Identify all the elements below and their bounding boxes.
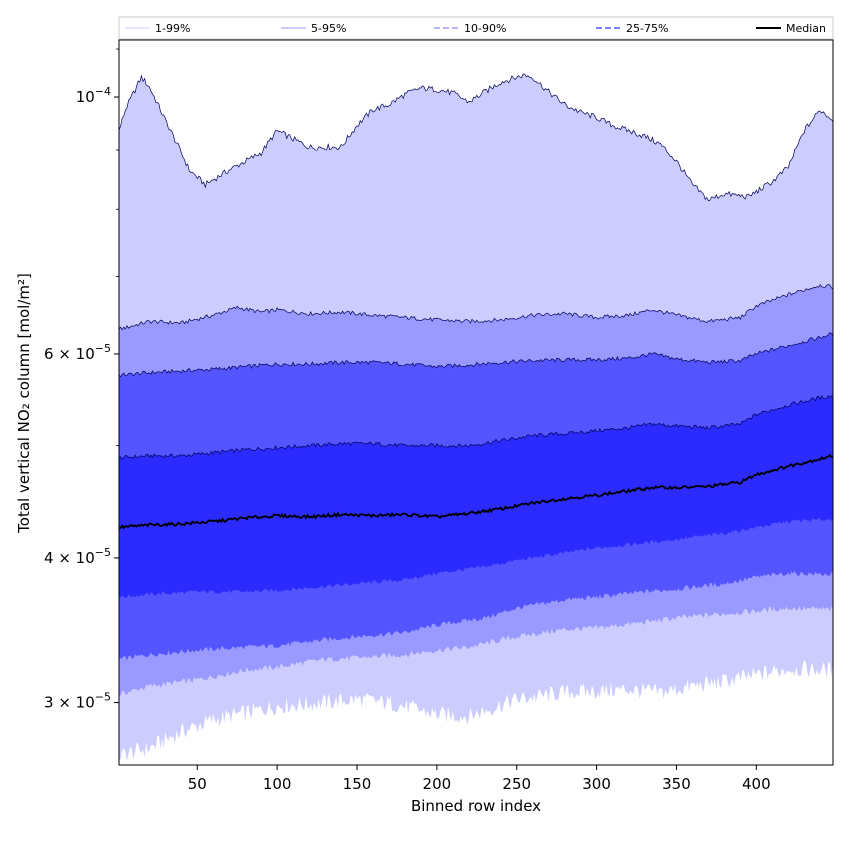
y-axis: 3 × 10−5 4 × 10−5 6 × 10−5 10−4: [44, 48, 119, 712]
x-tick-label: 50: [188, 775, 207, 793]
plot-frame: [118, 39, 834, 766]
x-tick-label: 150: [343, 775, 372, 793]
x-tick-label: 300: [582, 775, 611, 793]
legend-label: 1-99%: [155, 22, 190, 35]
y-tick-label: 10−4: [76, 85, 111, 106]
x-tick-label: 100: [263, 775, 292, 793]
x-axis-label: Binned row index: [411, 797, 541, 815]
band-10-90-upper-line: [119, 332, 833, 378]
band-25-75-upper-line: [119, 395, 833, 460]
x-tick-label: 250: [502, 775, 531, 793]
x-tick-label: 350: [662, 775, 691, 793]
x-axis: 50 100 150 200 250 300 350 400: [188, 765, 771, 793]
median-line: [119, 453, 833, 530]
x-tick-label: 200: [423, 775, 452, 793]
y-axis-label: Total vertical NO₂ column [mol/m²]: [15, 273, 33, 534]
legend-label: 5-95%: [311, 22, 346, 35]
legend-label: 25-75%: [626, 22, 668, 35]
legend: 1-99% 5-95% 10-90% 25-75% Median: [118, 16, 834, 40]
legend-frame: [118, 16, 834, 40]
legend-label: Median: [786, 22, 826, 35]
y-tick-label: 6 × 10−5: [44, 342, 111, 363]
band-1-99-upper-line: [119, 73, 833, 202]
band-25-75: [119, 395, 833, 599]
y-tick-label: 3 × 10−5: [44, 691, 111, 712]
bands-layer: [119, 73, 833, 761]
median-layer: [119, 453, 833, 530]
x-tick-label: 400: [742, 775, 771, 793]
y-tick-label: 4 × 10−5: [44, 546, 111, 567]
band-5-95-upper-line: [119, 283, 833, 331]
legend-label: 10-90%: [464, 22, 506, 35]
